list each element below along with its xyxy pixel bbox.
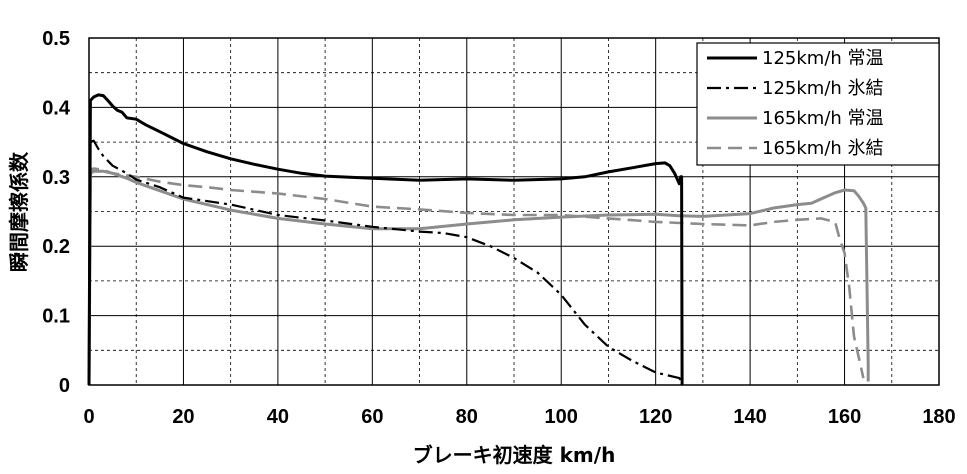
- series-line-3: [87, 169, 870, 386]
- legend-label-series-4: 165km/h 氷結: [762, 138, 884, 159]
- x-tick-label: 60: [361, 406, 383, 428]
- legend: 125km/h 常温 125km/h 氷結 165km/h 常温 165km/h…: [696, 42, 940, 166]
- x-tick-label: 160: [828, 406, 861, 428]
- y-tick-label: 0.3: [42, 167, 70, 189]
- plot-border: [88, 37, 940, 386]
- legend-label-series-3: 165km/h 常温: [762, 108, 884, 129]
- x-tick-label: 0: [83, 406, 94, 428]
- x-tick-label: 40: [267, 406, 289, 428]
- y-tick-label: 0: [59, 375, 70, 397]
- x-tick-labels: 0 20 40 60 80 100 120 140 160 180: [83, 406, 955, 428]
- legend-label-series-2: 125km/h 氷結: [762, 78, 884, 99]
- y-tick-label: 0.5: [42, 28, 70, 50]
- y-tick-label: 0.1: [42, 306, 70, 328]
- series-line-1: [87, 93, 684, 386]
- y-tick-label: 0.2: [42, 236, 70, 258]
- x-tick-label: 100: [545, 406, 578, 428]
- x-tick-label: 80: [456, 406, 478, 428]
- x-tick-label: 180: [922, 406, 955, 428]
- x-axis-title: ブレーキ初速度 km/h: [413, 443, 616, 467]
- series-layer: [87, 93, 870, 386]
- x-tick-label: 140: [733, 406, 766, 428]
- legend-box: [696, 42, 940, 166]
- minor-grid: [89, 38, 939, 385]
- y-axis-title: 瞬間摩擦係数: [7, 151, 31, 272]
- y-tick-label: 0.4: [42, 97, 71, 119]
- y-tick-labels: 0 0.1 0.2 0.3 0.4 0.5: [42, 28, 71, 397]
- x-tick-label: 20: [172, 406, 194, 428]
- x-tick-label: 120: [639, 406, 672, 428]
- legend-label-series-1: 125km/h 常温: [762, 48, 884, 69]
- series-line-4: [87, 167, 865, 386]
- series-line-2: [87, 139, 683, 386]
